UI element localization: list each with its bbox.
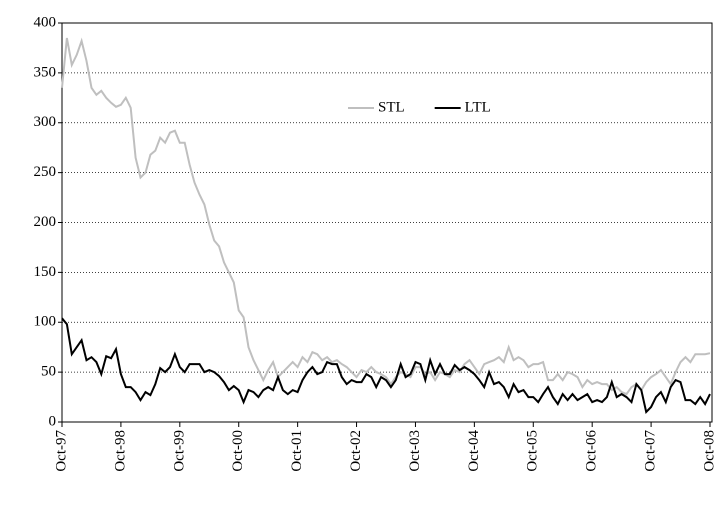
y-tick-label: 100 xyxy=(34,314,57,330)
y-tick-label: 400 xyxy=(34,14,57,30)
x-tick-label: Oct-01 xyxy=(289,430,305,472)
y-tick-label: 350 xyxy=(34,64,57,80)
x-tick-label: Oct-05 xyxy=(525,430,541,472)
x-tick-label: Oct-07 xyxy=(643,430,659,472)
x-tick-label: Oct-08 xyxy=(701,430,717,472)
x-tick-label: Oct-99 xyxy=(171,430,187,472)
x-tick-label: Oct-00 xyxy=(230,430,246,472)
x-tick-label: Oct-97 xyxy=(53,430,69,472)
y-tick-label: 50 xyxy=(41,364,56,380)
y-tick-label: 150 xyxy=(34,264,57,280)
x-tick-label: Oct-98 xyxy=(112,430,128,472)
x-tick-label: Oct-03 xyxy=(407,430,423,472)
x-tick-label: Oct-04 xyxy=(466,430,482,472)
y-tick-label: 250 xyxy=(34,164,57,180)
legend-label: LTL xyxy=(465,99,491,115)
y-tick-label: 0 xyxy=(49,413,57,429)
y-tick-label: 200 xyxy=(34,214,57,230)
y-tick-label: 300 xyxy=(34,114,57,130)
legend-label: STL xyxy=(378,99,405,115)
x-tick-label: Oct-06 xyxy=(584,430,600,472)
line-series xyxy=(61,317,711,415)
line-series xyxy=(61,37,711,396)
x-tick-label: Oct-02 xyxy=(348,430,364,472)
